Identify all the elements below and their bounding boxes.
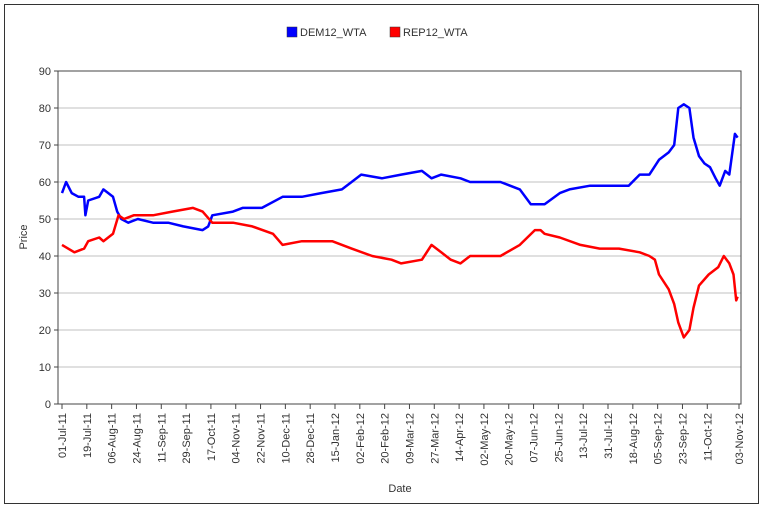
x-tick-label: 31-Jul-12 (603, 413, 615, 459)
y-axis-label: Price (18, 224, 30, 249)
x-tick-label: 02-May-12 (479, 413, 491, 466)
x-tick-label: 13-Jul-12 (578, 413, 590, 459)
x-axis: 01-Jul-11 19-Jul-11 06-Aug-11 24-Aug-11 11-S… (57, 404, 746, 466)
x-tick-label: 01-Jul-11 (57, 413, 69, 458)
x-tick-label: 29-Sep-11 (181, 413, 193, 464)
chart-frame (4, 4, 759, 504)
x-axis-label: Date (388, 483, 411, 495)
y-tick-label: 50 (39, 214, 51, 226)
y-tick-label: 80 (39, 103, 51, 115)
x-tick-label: 14-Apr-12 (454, 413, 466, 462)
y-tick-label: 40 (39, 251, 51, 263)
x-tick-label: 17-Oct-11 (206, 413, 218, 461)
series-line-dem12_wta (60, 103, 739, 232)
x-tick-label: 03-Nov-12 (734, 413, 746, 464)
x-tick-label: 09-Mar-12 (404, 413, 416, 464)
x-tick-label: 02-Feb-12 (355, 413, 367, 464)
x-tick-label: 27-Mar-12 (429, 413, 441, 464)
x-tick-label: 18-Aug-12 (628, 413, 640, 464)
y-tick-label: 90 (39, 66, 51, 78)
y-tick-label: 70 (39, 140, 51, 152)
legend-swatch (286, 26, 298, 38)
x-tick-label: 05-Sep-12 (653, 413, 665, 464)
x-tick-label: 15-Jan-12 (330, 413, 342, 463)
x-tick-label: 24-Aug-11 (131, 413, 143, 464)
x-tick-label: 28-Dec-11 (305, 413, 317, 464)
x-tick-label: 07-Jun-12 (529, 413, 541, 463)
x-tick-label: 23-Sep-12 (677, 413, 689, 464)
series-lines (60, 103, 739, 339)
x-tick-label: 10-Dec-11 (280, 413, 292, 464)
legend: DEM12_WTA REP12_WTA (286, 26, 468, 39)
y-tick-label: 60 (39, 177, 51, 189)
plot-area (57, 70, 742, 405)
x-tick-label: 06-Aug-11 (107, 413, 119, 464)
y-tick-label: 0 (45, 399, 51, 411)
x-tick-label: 20-Feb-12 (380, 413, 392, 464)
y-tick-label: 10 (39, 362, 51, 374)
x-tick-label: 22-Nov-11 (256, 413, 268, 464)
x-tick-label: 19-Jul-11 (82, 413, 94, 458)
legend-swatch (389, 26, 401, 38)
gridlines (58, 107, 741, 368)
legend-label: DEM12_WTA (300, 27, 367, 39)
y-tick-label: 20 (39, 325, 51, 337)
x-tick-label: 25-Jun-12 (553, 413, 565, 463)
legend-label: REP12_WTA (403, 27, 468, 39)
series-line-rep12_wta (61, 206, 739, 339)
x-tick-label: 11-Sep-11 (156, 413, 168, 463)
y-axis: 0 10 20 30 40 50 60 70 80 90 (39, 66, 58, 411)
x-tick-label: 04-Nov-11 (231, 413, 243, 464)
x-tick-label: 11-Oct-12 (702, 413, 714, 461)
x-tick-label: 20-May-12 (504, 413, 516, 466)
y-tick-label: 30 (39, 288, 51, 300)
